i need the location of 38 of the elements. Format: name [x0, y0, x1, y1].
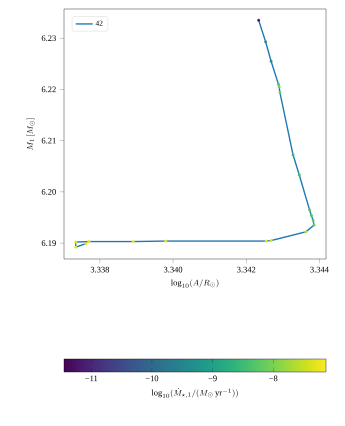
color-bar-title: $\log_{10}(\dot{M}_{\star,1}/(M_\odot\,\mathrm{yr}^{-1}))$: [152, 388, 238, 398]
point: [276, 82, 280, 86]
x-tick-label: 3.338: [90, 266, 110, 273]
color-bar-label: −11: [85, 376, 98, 382]
y-tick-label: 6.21: [42, 138, 56, 144]
point: [278, 91, 282, 94]
point: [304, 230, 308, 234]
y-tick-label: 6.23: [42, 35, 56, 42]
point: [308, 208, 312, 212]
x-tick-label: 3.340: [164, 266, 182, 273]
color-bar-label: −9: [208, 376, 217, 382]
y-tick-label: 6.22: [42, 86, 56, 92]
x-tick-label: 3.342: [237, 266, 256, 272]
point: [264, 40, 268, 44]
color-bar-label: −10: [146, 376, 158, 382]
y-tick-label: 6.20: [42, 189, 56, 195]
point: [298, 173, 301, 176]
point: [312, 219, 315, 222]
point: [270, 60, 273, 63]
point: [132, 240, 135, 244]
y-tick-label: 6.19: [42, 240, 56, 246]
point: [310, 214, 313, 217]
point: [87, 240, 90, 244]
x-tick-label: 3.344: [310, 266, 329, 272]
x-axis-title: $\log_{10}(A/R_\odot)$: [170, 279, 218, 288]
point: [264, 240, 268, 243]
point: [292, 154, 295, 156]
point: [74, 240, 78, 244]
point: [257, 18, 260, 22]
point: [84, 242, 88, 246]
point: [312, 224, 316, 227]
point: [278, 85, 281, 88]
point: [74, 246, 78, 249]
point: [270, 239, 273, 242]
point: [164, 240, 168, 243]
line-series: [75, 20, 315, 248]
y-axis-title: $M_1\,[M_\odot]$: [26, 118, 35, 150]
color-bar-label: −8: [269, 376, 278, 382]
